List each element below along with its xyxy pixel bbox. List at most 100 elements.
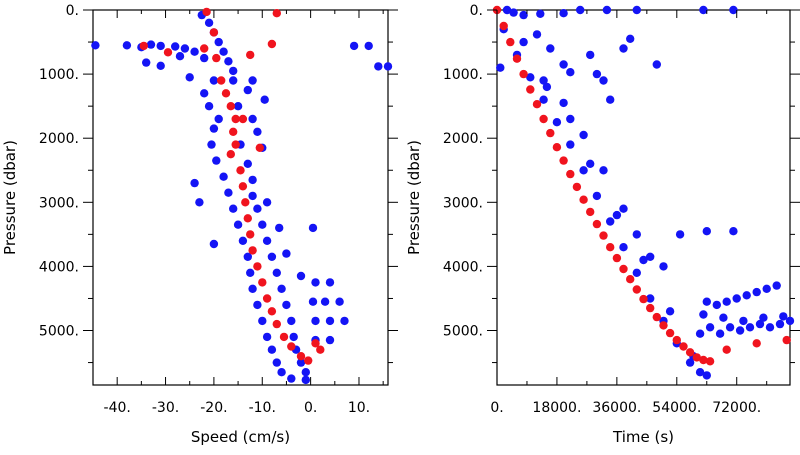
data-point-red xyxy=(296,352,306,361)
data-point-red xyxy=(226,102,235,111)
data-point-blue xyxy=(619,44,628,53)
data-point-red xyxy=(209,28,219,37)
data-point-blue xyxy=(559,9,568,18)
data-point-blue xyxy=(526,73,535,82)
data-point-blue xyxy=(262,332,272,342)
data-point-red xyxy=(236,166,245,175)
y-tick-label: 2000. xyxy=(443,131,483,147)
data-point-blue xyxy=(287,374,296,383)
data-point-blue xyxy=(729,227,738,236)
x-tick-label: 36000. xyxy=(592,400,641,416)
data-point-blue xyxy=(559,60,568,69)
data-point-blue xyxy=(277,368,286,377)
data-point-blue xyxy=(632,268,641,277)
data-point-blue xyxy=(659,262,668,271)
data-point-red xyxy=(272,319,281,329)
y-tick-label: 1000. xyxy=(443,67,483,83)
data-point-red xyxy=(311,339,320,348)
x-tick-label: 54000. xyxy=(652,400,701,416)
data-point-blue xyxy=(619,243,628,252)
data-point-blue xyxy=(224,57,233,66)
data-point-blue xyxy=(325,278,335,287)
data-point-red xyxy=(267,39,277,49)
y-tick-label: 3000. xyxy=(39,195,79,211)
data-point-blue xyxy=(267,345,277,354)
data-point-blue xyxy=(325,335,335,345)
data-point-blue xyxy=(576,5,585,15)
data-point-blue xyxy=(308,223,318,233)
data-point-red xyxy=(279,332,289,342)
data-point-blue xyxy=(229,66,238,76)
y-tick-label: 3000. xyxy=(443,195,483,211)
data-point-blue xyxy=(695,329,705,338)
data-point-blue xyxy=(685,358,695,367)
data-point-blue xyxy=(258,316,267,326)
data-point-blue xyxy=(765,323,775,332)
data-point-red xyxy=(229,127,238,136)
x-tick-label: 18000. xyxy=(532,400,581,416)
data-point-blue xyxy=(253,204,262,213)
data-point-red xyxy=(267,307,277,316)
data-point-blue xyxy=(665,307,675,316)
data-point-blue xyxy=(606,217,615,226)
data-point-blue xyxy=(599,166,608,175)
data-point-blue xyxy=(735,326,745,335)
data-point-blue xyxy=(287,316,296,326)
y-axis-label: Pressure (dbar) xyxy=(1,140,19,255)
data-point-blue xyxy=(185,73,194,82)
data-point-blue xyxy=(282,300,291,310)
data-point-red xyxy=(566,169,575,179)
data-point-red xyxy=(231,114,240,124)
data-point-blue xyxy=(190,47,199,56)
plot-frame xyxy=(92,9,389,386)
data-point-blue xyxy=(729,5,738,15)
x-axis-label: Time (s) xyxy=(612,428,674,446)
data-point-blue xyxy=(739,316,748,326)
data-point-red xyxy=(659,321,668,330)
data-point-blue xyxy=(715,329,725,338)
x-tick-label: -10. xyxy=(249,400,276,416)
data-point-blue xyxy=(253,127,262,136)
data-point-blue xyxy=(248,191,257,201)
y-tick-label: 5000. xyxy=(443,324,483,340)
data-point-blue xyxy=(599,76,608,85)
data-point-blue xyxy=(722,297,731,306)
data-point-red xyxy=(546,128,555,138)
data-point-red xyxy=(606,243,615,252)
data-point-red xyxy=(512,54,522,63)
plot-frame xyxy=(496,9,791,386)
data-point-red xyxy=(238,114,248,124)
data-point-blue xyxy=(122,41,132,50)
data-point-blue xyxy=(204,18,214,27)
data-point-red xyxy=(248,246,257,255)
x-tick-label: 10. xyxy=(348,400,370,416)
data-point-blue xyxy=(214,37,223,47)
data-point-red xyxy=(782,335,791,345)
data-point-blue xyxy=(142,58,151,67)
data-point-blue xyxy=(364,41,373,51)
data-point-blue xyxy=(243,252,252,261)
data-point-red xyxy=(272,9,281,18)
x-tick-label: -40. xyxy=(104,400,131,416)
data-point-blue xyxy=(602,5,612,15)
data-point-red xyxy=(246,230,255,239)
data-point-blue xyxy=(586,50,595,60)
data-point-blue xyxy=(301,375,310,385)
data-point-blue xyxy=(705,323,715,332)
data-point-blue xyxy=(712,300,721,310)
data-point-blue xyxy=(775,319,785,329)
data-point-blue xyxy=(559,98,568,108)
data-point-red xyxy=(626,275,635,284)
data-point-blue xyxy=(566,68,575,77)
data-point-red xyxy=(246,50,255,60)
data-point-blue xyxy=(272,268,281,277)
data-point-blue xyxy=(262,236,272,245)
data-point-blue xyxy=(180,44,190,53)
x-tick-label: 0. xyxy=(490,400,503,416)
data-point-blue xyxy=(699,5,708,15)
data-point-blue xyxy=(301,368,310,377)
data-point-red xyxy=(619,264,628,274)
data-point-blue xyxy=(156,61,165,70)
data-point-blue xyxy=(752,287,761,297)
data-point-blue xyxy=(619,204,628,213)
